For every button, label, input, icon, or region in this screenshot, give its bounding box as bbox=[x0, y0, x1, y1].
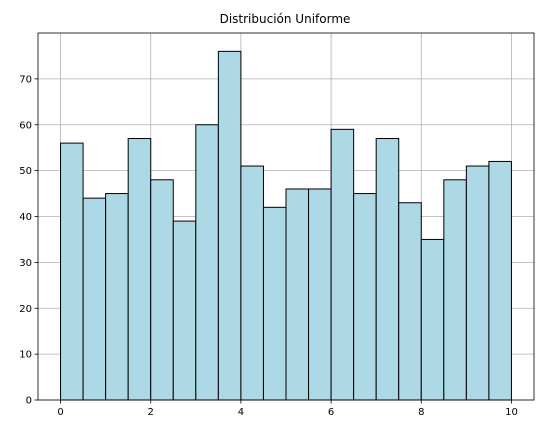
x-axis: 0 2 4 6 8 10 bbox=[57, 400, 518, 418]
histogram-bar-14 bbox=[375, 138, 400, 401]
x-tick-label-5: 10 bbox=[505, 407, 518, 418]
histogram-bar-6 bbox=[195, 124, 219, 401]
histogram-bar-13 bbox=[353, 193, 377, 401]
histogram-bar-5 bbox=[172, 220, 197, 401]
histogram-bar-0 bbox=[60, 142, 84, 401]
y-tick-label-6: 60 bbox=[19, 120, 32, 131]
histogram-bar-16 bbox=[420, 238, 445, 401]
histogram-bar-12 bbox=[330, 128, 355, 401]
histogram-bar-17 bbox=[443, 179, 467, 401]
histogram-bar-18 bbox=[465, 165, 490, 401]
histogram-bar-4 bbox=[150, 179, 174, 401]
y-tick-label-4: 40 bbox=[19, 212, 32, 223]
y-axis: 0 10 20 30 40 50 60 70 bbox=[19, 74, 38, 407]
histogram-bar-9 bbox=[262, 206, 287, 401]
histogram-bar-10 bbox=[285, 188, 310, 401]
histogram-bar-3 bbox=[127, 138, 152, 401]
y-tick-label-5: 50 bbox=[19, 166, 32, 177]
x-tick-label-1: 2 bbox=[148, 407, 154, 418]
histogram-bar-1 bbox=[82, 197, 107, 401]
y-tick-label-1: 10 bbox=[19, 350, 32, 361]
y-tick-label-2: 20 bbox=[19, 304, 32, 315]
histogram-bar-15 bbox=[398, 202, 422, 401]
histogram-bar-2 bbox=[105, 193, 129, 401]
histogram-bar-11 bbox=[308, 188, 332, 401]
histogram-bar-19 bbox=[488, 160, 512, 401]
bars bbox=[60, 50, 512, 401]
x-tick-label-0: 0 bbox=[57, 407, 63, 418]
y-tick-label-3: 30 bbox=[19, 258, 32, 269]
y-tick-label-0: 0 bbox=[26, 396, 32, 407]
histogram-bar-8 bbox=[240, 165, 264, 401]
x-tick-label-2: 4 bbox=[238, 407, 244, 418]
x-tick-label-3: 6 bbox=[328, 407, 334, 418]
y-tick-label-7: 70 bbox=[19, 74, 32, 85]
chart-title: Distribución Uniforme bbox=[220, 12, 351, 26]
x-tick-label-4: 8 bbox=[418, 407, 424, 418]
histogram-bar-7 bbox=[217, 50, 242, 401]
